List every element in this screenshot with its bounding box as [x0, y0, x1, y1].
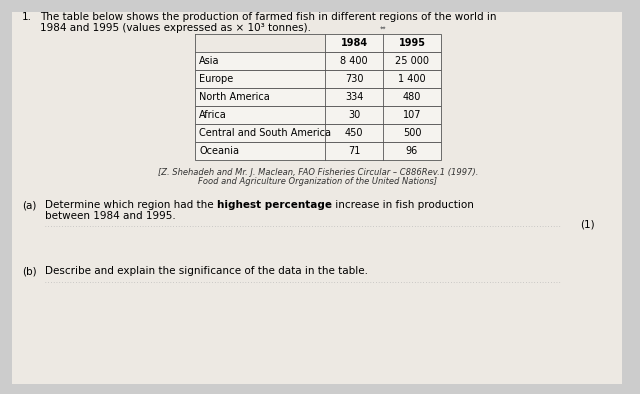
Text: The table below shows the production of farmed fish in different regions of the : The table below shows the production of … [40, 12, 497, 22]
Text: [Z. Shehadeh and Mr. J. Maclean, FAO Fisheries Circular – C886Rev.1 (1997).: [Z. Shehadeh and Mr. J. Maclean, FAO Fis… [158, 168, 478, 177]
Text: 30: 30 [348, 110, 360, 120]
Text: 480: 480 [403, 92, 421, 102]
Bar [195, 106, 441, 124]
Text: Africa: Africa [199, 110, 227, 120]
Bar [195, 70, 441, 88]
Text: 1995: 1995 [399, 38, 426, 48]
Bar [195, 52, 441, 70]
Text: North America: North America [199, 92, 269, 102]
Text: 730: 730 [345, 74, 364, 84]
Text: 8 400: 8 400 [340, 56, 368, 66]
Bar [195, 124, 441, 142]
Bar [325, 34, 441, 52]
Text: 500: 500 [403, 128, 421, 138]
Text: (a): (a) [22, 200, 36, 210]
Text: 96: 96 [406, 146, 418, 156]
Text: Europe: Europe [199, 74, 233, 84]
Text: ⬌: ⬌ [380, 25, 386, 31]
Text: 1 400: 1 400 [398, 74, 426, 84]
FancyBboxPatch shape [12, 12, 622, 384]
Text: Food and Agriculture Organization of the United Nations]: Food and Agriculture Organization of the… [198, 177, 438, 186]
Text: 1984: 1984 [340, 38, 367, 48]
Text: 1984 and 1995 (values expressed as × 10³ tonnes).: 1984 and 1995 (values expressed as × 10³… [40, 23, 311, 33]
Text: (b): (b) [22, 266, 36, 276]
Text: Central and South America: Central and South America [199, 128, 331, 138]
Text: 25 000: 25 000 [395, 56, 429, 66]
Text: Describe and explain the significance of the data in the table.: Describe and explain the significance of… [45, 266, 368, 276]
Text: Determine which region had the: Determine which region had the [45, 200, 217, 210]
Text: Oceania: Oceania [199, 146, 239, 156]
Text: Asia: Asia [199, 56, 220, 66]
Bar [195, 88, 441, 106]
Bar [195, 142, 441, 160]
Text: between 1984 and 1995.: between 1984 and 1995. [45, 211, 176, 221]
Text: 334: 334 [345, 92, 363, 102]
Text: increase in fish production: increase in fish production [332, 200, 474, 210]
Text: 450: 450 [345, 128, 364, 138]
Text: 107: 107 [403, 110, 421, 120]
Text: highest percentage: highest percentage [217, 200, 332, 210]
Text: 1.: 1. [22, 12, 32, 22]
Text: 71: 71 [348, 146, 360, 156]
Text: (1): (1) [580, 219, 595, 229]
